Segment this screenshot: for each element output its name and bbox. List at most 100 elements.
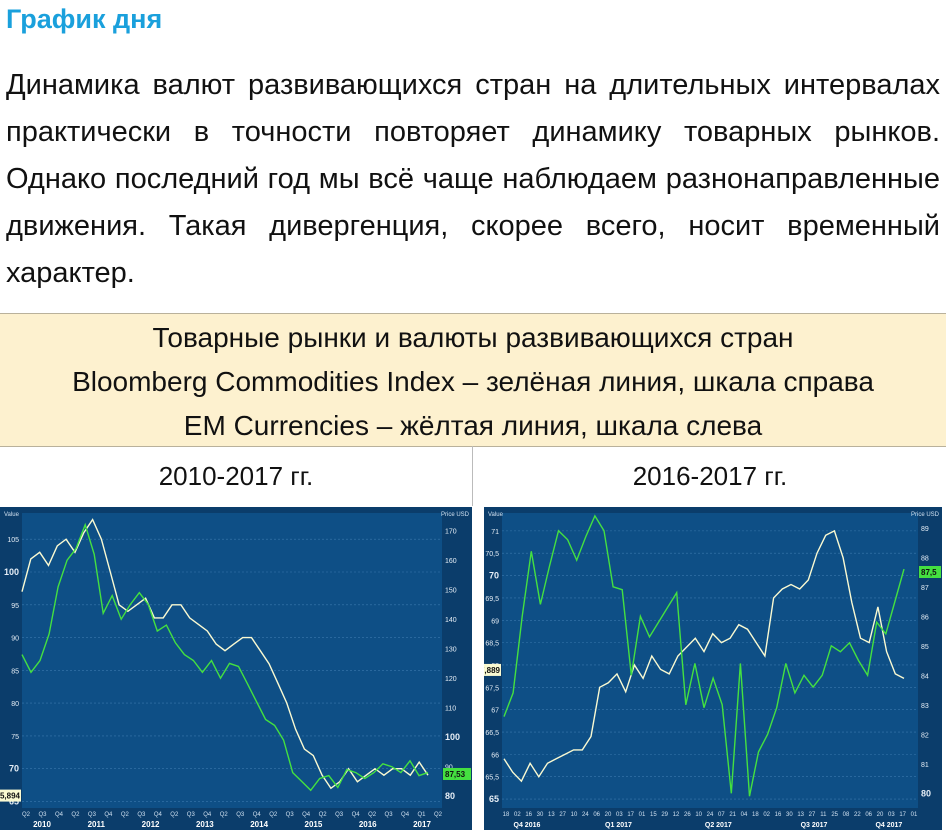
caption-title: Товарные рынки и валюты развивающихся ст…	[152, 322, 794, 353]
quarter-tick-label: Q4	[302, 812, 311, 818]
right-axis-title: Price USD	[441, 512, 470, 518]
left-tick-label: 65	[489, 794, 499, 804]
left-tick-label: 90	[11, 636, 19, 643]
right-last-value-badge	[443, 767, 471, 780]
left-tick-label: 66	[491, 752, 499, 759]
day-tick-label: 04	[741, 812, 748, 818]
right-tick-label: 160	[445, 558, 457, 565]
day-tick-label: 03	[888, 812, 895, 818]
day-tick-label: 07	[718, 812, 725, 818]
x-axis-band	[484, 808, 942, 830]
day-tick-label: 29	[661, 812, 668, 818]
left-tick-label: 80	[11, 701, 19, 708]
left-axis-title: Value	[488, 512, 504, 518]
left-tick-label: 85	[11, 668, 19, 675]
left-tick-label: 67,5	[485, 685, 499, 692]
day-tick-label: 22	[854, 812, 861, 818]
right-tick-label: 88	[921, 555, 929, 562]
year-tick-label: 2017	[413, 820, 431, 829]
right-tick-label: 89	[921, 526, 929, 533]
right-tick-label: 84	[921, 673, 929, 680]
right-tick-label: 80	[921, 788, 931, 798]
quarter-tick-label: Q1 2017	[605, 822, 632, 829]
day-tick-label: 06	[593, 812, 600, 818]
day-tick-label: 15	[650, 812, 657, 818]
quarter-tick-label: Q4	[352, 812, 361, 818]
quarter-tick-label: Q4	[104, 812, 113, 818]
day-tick-label: 01	[639, 812, 646, 818]
left-tick-label: 69	[491, 618, 499, 625]
day-tick-label: 03	[616, 812, 623, 818]
day-tick-label: 24	[582, 812, 589, 818]
day-tick-label: 16	[525, 812, 532, 818]
caption-green-legend: Bloomberg Commodities Index – зелёная ли…	[72, 366, 874, 397]
quarter-tick-label: Q2	[368, 812, 377, 818]
quarter-tick-label: Q3	[286, 812, 295, 818]
left-axis-title: Value	[4, 512, 20, 518]
right-tick-label: 120	[445, 676, 457, 683]
quarter-tick-label: Q3	[137, 812, 146, 818]
left-tick-label: 105	[7, 537, 19, 544]
plot-area	[22, 513, 442, 808]
day-tick-label: 10	[571, 812, 578, 818]
day-tick-label: 10	[695, 812, 702, 818]
quarter-tick-label: Q2	[220, 812, 229, 818]
quarter-tick-label: Q4 2016	[514, 822, 541, 829]
day-tick-label: 24	[707, 812, 714, 818]
left-tick-label: 100	[4, 567, 19, 577]
left-tick-label: 65,5	[485, 775, 499, 782]
right-tick-label: 150	[445, 588, 457, 595]
year-tick-label: 2016	[359, 820, 377, 829]
day-tick-label: 18	[752, 812, 759, 818]
left-last-value-label: 67,889	[484, 666, 501, 675]
day-tick-label: 26	[684, 812, 691, 818]
quarter-tick-label: Q4 2017	[875, 822, 902, 829]
left-tick-label: 70,5	[485, 551, 499, 558]
day-tick-label: 12	[673, 812, 680, 818]
quarter-tick-label: Q4	[154, 812, 163, 818]
left-tick-label: 69,5	[485, 596, 499, 603]
day-tick-label: 27	[809, 812, 816, 818]
quarter-tick-label: Q2	[22, 812, 31, 818]
quarter-tick-label: Q4	[401, 812, 410, 818]
year-tick-label: 2012	[142, 820, 160, 829]
quarter-tick-label: Q3	[187, 812, 196, 818]
left-tick-label: 70	[9, 764, 19, 774]
em-currencies-line	[21, 518, 429, 790]
left-last-value-badge	[0, 789, 21, 802]
quarter-tick-label: Q2	[121, 812, 130, 818]
quarter-tick-label: Q2	[434, 812, 443, 818]
day-tick-label: 11	[820, 812, 827, 818]
day-tick-label: 02	[763, 812, 770, 818]
quarter-tick-label: Q3 2017	[801, 822, 828, 829]
right-last-value-badge	[919, 566, 941, 578]
quarter-tick-label: Q4	[55, 812, 64, 818]
right-tick-label: 85	[921, 644, 929, 651]
year-tick-label: 2011	[88, 820, 106, 829]
left-last-value-label: 65,894	[0, 792, 21, 801]
quarter-tick-label: Q4	[253, 812, 262, 818]
right-axis-title: Price USD	[911, 512, 940, 518]
day-tick-label: 13	[548, 812, 555, 818]
year-tick-label: 2010	[33, 820, 51, 829]
year-tick-label: 2015	[305, 820, 323, 829]
quarter-tick-label: Q2	[269, 812, 278, 818]
right-tick-label: 86	[921, 614, 929, 621]
day-tick-label: 27	[559, 812, 566, 818]
left-tick-label: 75	[11, 734, 19, 741]
day-tick-label: 17	[627, 812, 634, 818]
left-tick-label: 66,5	[485, 730, 499, 737]
left-tick-label: 67	[491, 708, 499, 715]
quarter-tick-label: Q2	[71, 812, 80, 818]
quarter-tick-label: Q3	[335, 812, 344, 818]
day-tick-label: 17	[899, 812, 906, 818]
quarter-tick-label: Q2	[170, 812, 179, 818]
right-tick-label: 100	[445, 732, 460, 742]
caption-yellow-legend: EM Currencies – жёлтая линия, шкала слев…	[183, 410, 763, 441]
right-tick-label: 140	[445, 617, 457, 624]
day-tick-label: 08	[843, 812, 850, 818]
left-tick-label: 71	[491, 529, 499, 536]
body-paragraph: Динамика валют развивающихся стран на дл…	[6, 69, 940, 289]
